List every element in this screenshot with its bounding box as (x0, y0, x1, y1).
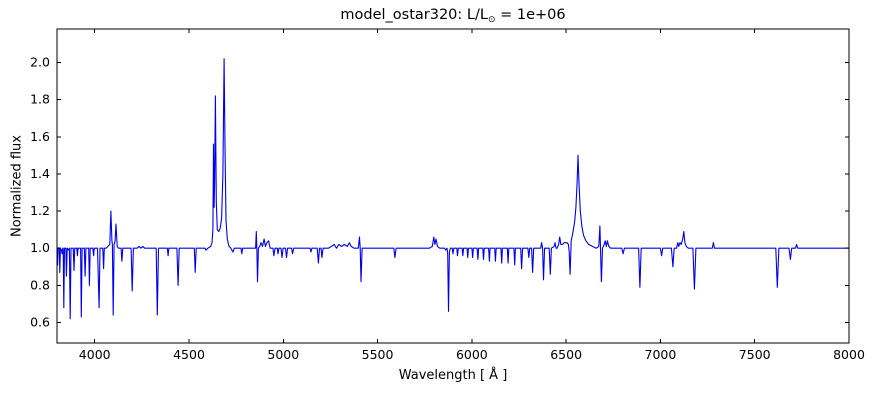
solar-symbol: ⊙ (487, 15, 496, 25)
x-tick-label: 6000 (456, 347, 488, 362)
x-axis-label: Wavelength [ Å ] (398, 368, 508, 383)
plot-title-suffix: = 1e+06 (495, 7, 566, 23)
x-tick-label: 8000 (833, 347, 865, 362)
y-tick-label: 1.2 (30, 203, 50, 218)
x-tick-label: 6500 (550, 347, 582, 362)
plot-title: model_ostar320: L/L⊙ = 1e+06 (57, 7, 849, 25)
y-tick-label: 1.8 (30, 92, 50, 107)
plot-title-text: model_ostar320: L/L (340, 7, 488, 23)
y-tick-label: 0.8 (30, 277, 50, 292)
x-tick-label: 5000 (267, 347, 299, 362)
x-tick-label: 4000 (79, 347, 111, 362)
spectrum-line (56, 58, 849, 320)
x-tick-label: 7500 (739, 347, 771, 362)
axes-frame (56, 28, 850, 344)
y-tick-label: 1.0 (30, 240, 50, 255)
y-tick-label: 1.6 (30, 129, 50, 144)
y-tick-label: 1.4 (30, 166, 50, 181)
y-tick-label: 2.0 (30, 54, 50, 69)
y-tick-label: 0.6 (30, 315, 50, 330)
x-tick-label: 7000 (645, 347, 677, 362)
x-tick-label: 4500 (173, 347, 205, 362)
x-tick-label: 5500 (362, 347, 394, 362)
